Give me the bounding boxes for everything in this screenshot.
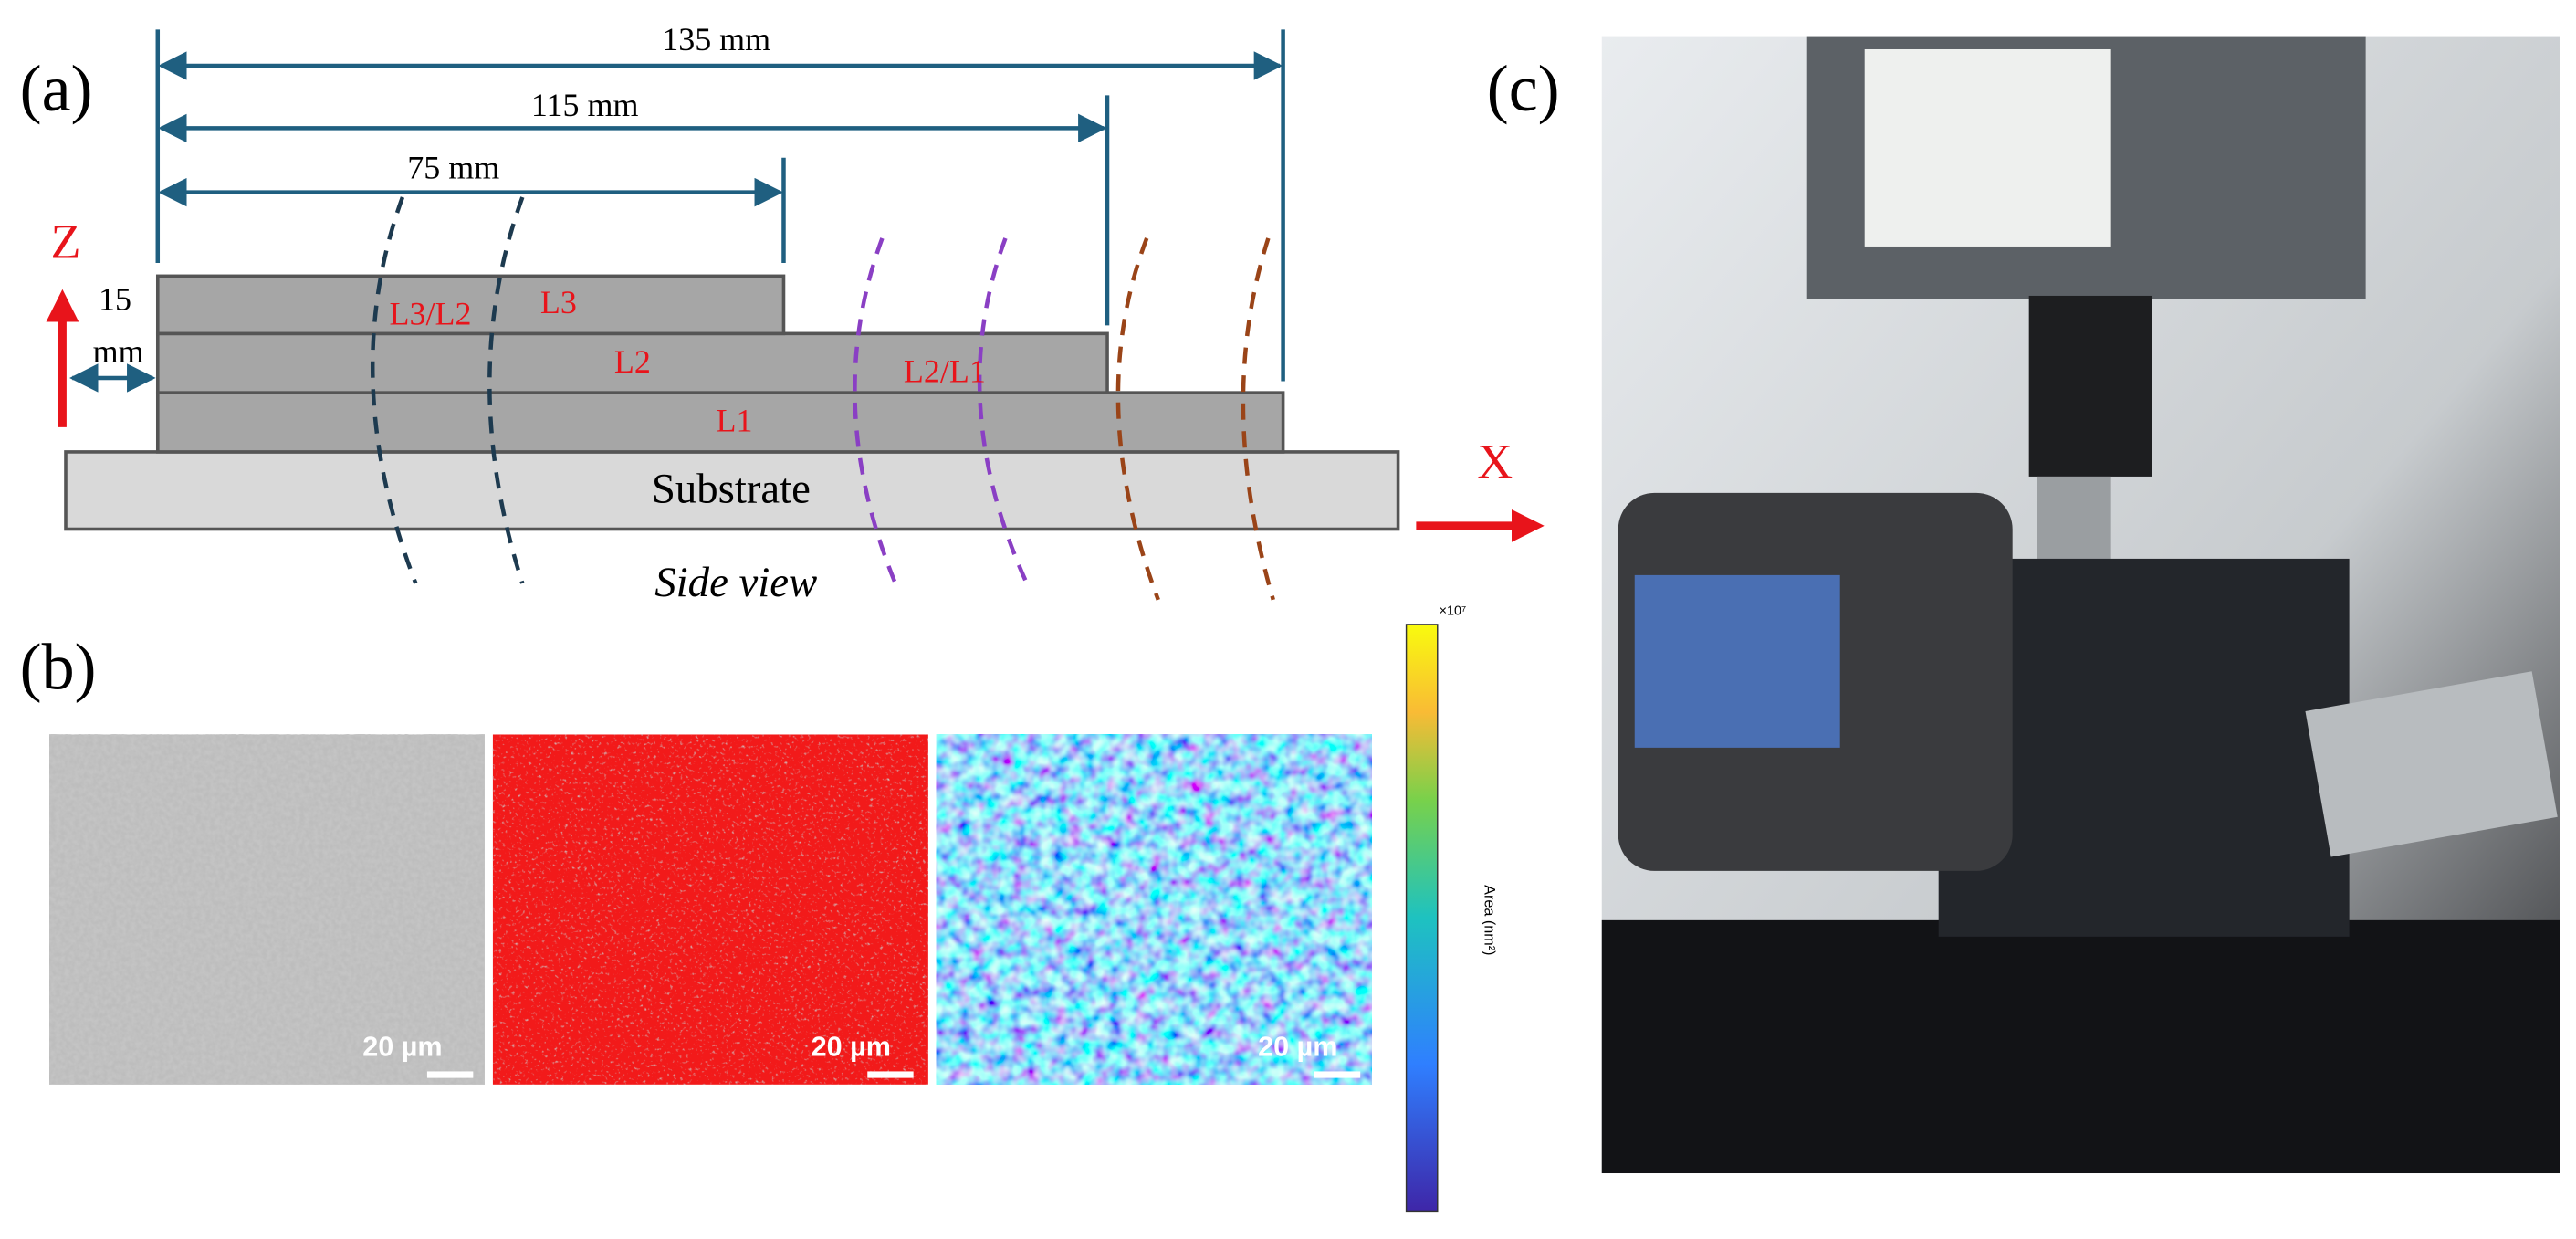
colorbar-title: Area (nm²) xyxy=(1481,885,1497,955)
dimension-label: 75 mm xyxy=(407,149,499,185)
panel-a: (a) 135 mm 115 mm 75 mm L3 xyxy=(20,21,1545,606)
x-label: X xyxy=(1477,435,1513,489)
colorbar-exponent: ×10⁷ xyxy=(1440,604,1467,618)
panel-label: (a) xyxy=(20,52,93,125)
dimension-label: 135 mm xyxy=(662,21,770,58)
curve xyxy=(977,237,1029,584)
photo-camera-screen xyxy=(1634,574,1840,748)
layer xyxy=(155,331,1109,394)
dimension-label: 115 mm xyxy=(531,87,639,123)
layer-label: L1 xyxy=(716,403,752,439)
curve xyxy=(487,196,525,584)
view-label: Side view xyxy=(654,559,817,606)
panel-label: (b) xyxy=(20,630,97,703)
layers xyxy=(64,274,1400,531)
photo-spindle xyxy=(2028,295,2152,477)
colorbar-scale xyxy=(1405,624,1439,1213)
colorbar: ×10⁷ Area (nm²) xyxy=(1405,604,1497,1213)
layer-label: L2 xyxy=(614,343,651,380)
scale-label: 20 µm xyxy=(812,1031,891,1062)
photo-tool xyxy=(2037,476,2111,567)
curve xyxy=(370,196,418,584)
panel-c: (c) xyxy=(1487,36,2560,1174)
scale-label: 20 µm xyxy=(362,1031,442,1062)
interface-label: L3/L2 xyxy=(390,296,472,332)
dimension-lines xyxy=(69,29,1285,393)
micrograph-segmented xyxy=(492,734,928,1085)
scale-bars xyxy=(426,1071,1361,1078)
interface-curves xyxy=(370,196,1275,601)
layer xyxy=(155,274,786,336)
micrograph-area-map xyxy=(936,734,1372,1085)
panel-label: (c) xyxy=(1487,52,1560,125)
layer xyxy=(155,391,1285,454)
curve xyxy=(1115,237,1160,601)
layer-label: L3 xyxy=(540,284,577,320)
micrograph-gray xyxy=(49,734,485,1085)
scale-bar xyxy=(1314,1071,1361,1078)
photo-warning-label xyxy=(1864,48,2111,247)
scale-bar xyxy=(426,1071,474,1078)
curve xyxy=(1241,237,1275,601)
z-label: Z xyxy=(51,214,81,268)
scale-bar xyxy=(867,1071,914,1078)
offset-label: 15 xyxy=(99,280,131,317)
interface-label: L2/L1 xyxy=(904,353,986,390)
substrate-label: Substrate xyxy=(652,466,811,513)
photo-table xyxy=(1601,919,2560,1174)
offset-label: mm xyxy=(93,333,144,370)
photo-plate xyxy=(2305,671,2558,857)
substrate xyxy=(64,450,1400,531)
curve xyxy=(853,237,897,584)
scale-label: 20 µm xyxy=(1258,1031,1337,1062)
panel-b: (b) 20 µm 20 µm 20 µm ×10⁷ Area (nm²) xyxy=(20,604,1497,1213)
